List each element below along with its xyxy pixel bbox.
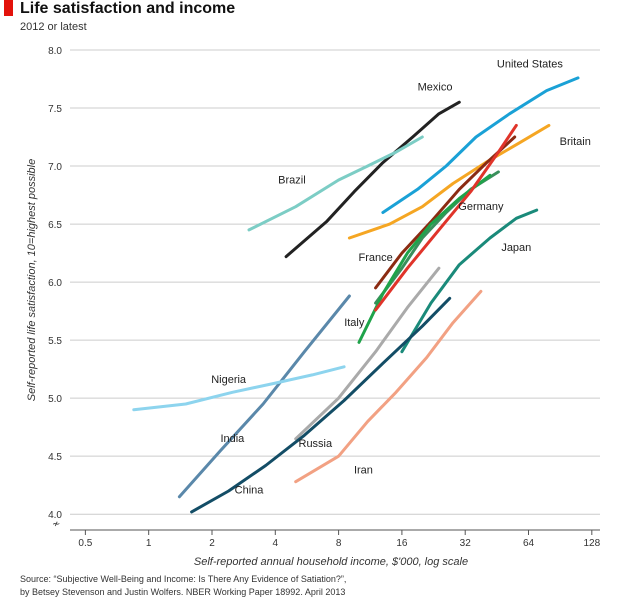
x-axis-label: Self-reported annual household income, $…	[194, 556, 468, 568]
series-label-japan: Japan	[501, 242, 531, 254]
y-tick-label: 6.5	[48, 220, 62, 231]
series-label-mexico: Mexico	[418, 82, 453, 94]
chart-title: Life satisfaction and income	[20, 0, 235, 17]
x-axis-ticks: 0.5 1 2 4 8 16 32 64 128	[78, 530, 601, 549]
y-tick-label: 4.5	[48, 452, 62, 463]
series-line-united-states	[381, 76, 580, 214]
source-line-2: by Betsey Stevenson and Justin Wolfers. …	[20, 587, 345, 597]
series-line-red-series	[374, 123, 518, 312]
series-label-brazil: Brazil	[278, 174, 306, 186]
y-tick-label: 4.0	[48, 510, 62, 521]
chart-subtitle: 2012 or latest	[20, 21, 87, 33]
series-labels: United States Mexico Brazil Britain Germany F…	[211, 58, 591, 496]
y-axis-ticks: 4.0 4.5 5.0 5.5 6.0 6.5 7.0 7.5 8.0	[48, 46, 62, 521]
x-tick-label: 1	[146, 538, 152, 549]
x-tick-label: 4	[273, 538, 279, 549]
series-line-brazil	[247, 135, 424, 232]
series-line-mexico	[284, 100, 461, 259]
series-label-iran: Iran	[354, 465, 373, 477]
series-line-italy	[357, 173, 492, 344]
series-lines	[132, 76, 580, 514]
series-line-nigeria	[132, 365, 346, 412]
series-label-united-states: United States	[497, 58, 564, 70]
x-tick-label: 128	[583, 538, 600, 549]
x-tick-label: 32	[460, 538, 472, 549]
series-line-china	[190, 296, 452, 514]
y-tick-label: 5.5	[48, 336, 62, 347]
x-tick-label: 8	[336, 538, 342, 549]
series-label-nigeria: Nigeria	[211, 374, 247, 386]
y-tick-label: 8.0	[48, 46, 62, 57]
series-line-russia	[294, 266, 441, 441]
y-tick-label: 7.5	[48, 104, 62, 115]
x-tick-label: 64	[523, 538, 535, 549]
y-tick-label: 7.0	[48, 162, 62, 173]
brand-marker	[4, 0, 13, 16]
series-label-china: China	[235, 484, 265, 496]
series-label-india: India	[220, 433, 245, 445]
series-line-britain	[347, 123, 551, 240]
series-label-britain: Britain	[560, 136, 591, 148]
series-line-india	[177, 294, 351, 499]
y-axis-label: Self-reported life satisfaction, 10=high…	[26, 159, 38, 401]
series-label-france: France	[359, 252, 393, 264]
series-label-italy: Italy	[344, 317, 365, 329]
series-line-iran	[294, 289, 483, 484]
x-tick-label: 0.5	[78, 538, 92, 549]
x-tick-label: 16	[396, 538, 408, 549]
x-tick-label: 2	[209, 538, 215, 549]
y-tick-label: 6.0	[48, 278, 62, 289]
gridlines	[70, 49, 600, 531]
series-label-russia: Russia	[299, 438, 334, 450]
series-label-germany: Germany	[458, 201, 504, 213]
series-line-japan	[400, 208, 539, 354]
source-line-1: Source: “Subjective Well-Being and Incom…	[20, 574, 346, 584]
series-line-france	[374, 135, 517, 290]
axis-break-symbol: ≁	[52, 519, 60, 530]
y-tick-label: 5.0	[48, 394, 62, 405]
